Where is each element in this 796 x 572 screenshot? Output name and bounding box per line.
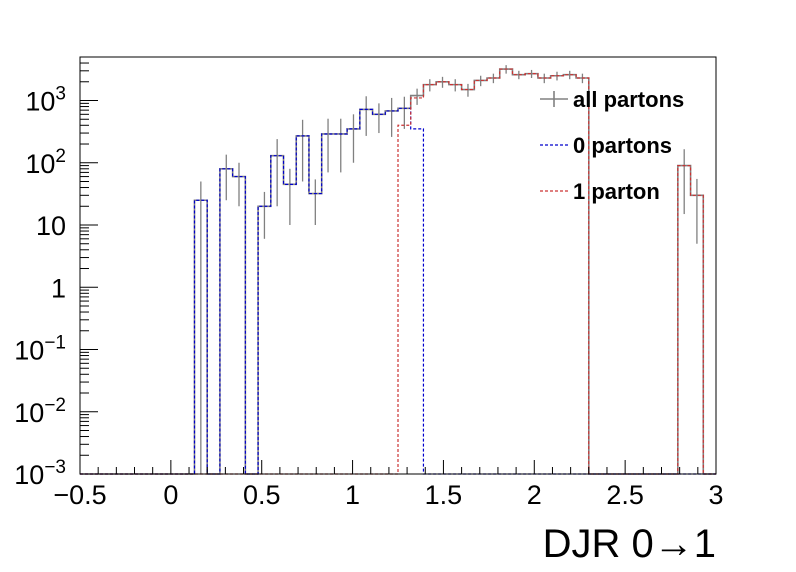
legend-label-2: 1 parton xyxy=(573,179,660,204)
y-tick-label: 10−3 xyxy=(14,457,66,490)
x-tick-label: 0.5 xyxy=(243,480,281,510)
x-tick-label: 1 xyxy=(345,480,360,510)
series-line-1 xyxy=(80,107,716,475)
y-tick-label: 103 xyxy=(25,84,66,117)
x-tick-label: −0.5 xyxy=(53,480,106,510)
y-axis: 10−3 10−2 10−1 1 10 102 103 xyxy=(14,56,98,490)
legend-label-0: all partons xyxy=(573,87,684,112)
x-axis-label: DJR 0→1 xyxy=(543,522,716,566)
x-axis: −0.5 0 0.5 1 1.5 2 2.5 3 xyxy=(53,460,724,510)
x-tick-label: 2 xyxy=(527,480,542,510)
y-tick-label: 1 xyxy=(51,273,66,303)
plot-frame xyxy=(79,56,717,475)
y-tick-label: 10 xyxy=(36,211,66,241)
x-tick-label: 3 xyxy=(708,480,723,510)
legend-label-1: 0 partons xyxy=(573,133,672,158)
y-tick-label: 10−2 xyxy=(14,395,66,428)
x-tick-label: 1.5 xyxy=(425,480,463,510)
y-tick-label: 102 xyxy=(25,146,66,179)
x-tick-label: 2.5 xyxy=(606,480,644,510)
y-tick-label: 10−1 xyxy=(14,333,66,366)
x-tick-label: 0 xyxy=(163,480,178,510)
legend: all partons 0 partons 1 parton xyxy=(540,87,684,204)
